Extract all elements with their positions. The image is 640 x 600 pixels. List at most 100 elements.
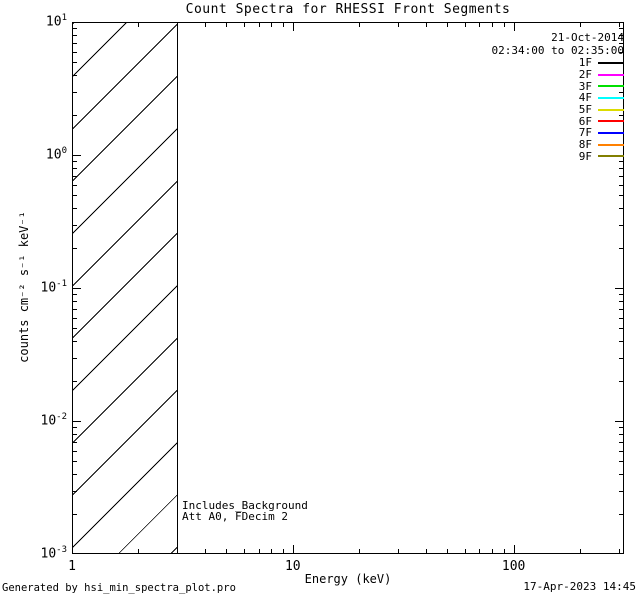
y-minor-tick: [619, 28, 623, 29]
y-minor-tick: [73, 195, 77, 196]
legend-entry-line: [598, 155, 624, 158]
plot-title: Count Spectra for RHESSI Front Segments: [185, 2, 511, 17]
x-minor-tick: [398, 23, 399, 27]
legend-entries: 1F 2F 3F 4F 5F 6F 7F 8F 9F: [492, 56, 624, 163]
legend-entry-line: [598, 96, 624, 99]
y-minor-tick: [73, 474, 77, 475]
plot-timestamp: 17-Apr-2023 14:45: [523, 580, 636, 593]
x-major-tick: [293, 23, 294, 31]
y-minor-tick: [73, 248, 77, 249]
x-minor-tick: [138, 549, 139, 553]
y-minor-tick: [73, 301, 77, 302]
y-minor-tick: [619, 328, 623, 329]
y-tick-label: 10-1: [40, 279, 68, 296]
x-minor-tick: [447, 23, 448, 27]
x-minor-tick: [271, 549, 272, 553]
y-major-tick: [615, 421, 623, 422]
x-minor-tick: [359, 549, 360, 553]
x-minor-tick: [398, 549, 399, 553]
legend-entry: 8F: [492, 138, 624, 151]
x-minor-tick: [492, 549, 493, 553]
legend-entry: 7F: [492, 126, 624, 140]
y-minor-tick: [619, 451, 623, 452]
x-axis-title: Energy (keV): [304, 572, 392, 586]
x-minor-tick: [138, 23, 139, 27]
y-minor-tick: [619, 309, 623, 310]
attenuator-note: Att A0, FDecim 2: [182, 510, 288, 523]
y-minor-tick: [73, 427, 77, 428]
legend-entry-label: 7F: [578, 126, 592, 140]
y-minor-tick: [619, 427, 623, 428]
x-tick-label: 10: [284, 559, 301, 574]
y-minor-tick: [619, 195, 623, 196]
x-minor-tick: [226, 23, 227, 27]
hatched-background-region: [73, 23, 179, 553]
plot-box: [72, 22, 624, 554]
x-minor-tick: [580, 23, 581, 27]
x-minor-tick: [359, 23, 360, 27]
legend-entry-label: 2F: [578, 68, 592, 82]
x-major-tick: [514, 23, 515, 31]
legend-entry-line: [598, 120, 624, 123]
legend-entry: 3F: [492, 79, 624, 93]
legend-entry-label: 6F: [578, 114, 592, 128]
y-minor-tick: [73, 28, 77, 29]
y-tick-label: 100: [45, 146, 67, 163]
y-minor-tick: [73, 381, 77, 382]
x-minor-tick: [283, 23, 284, 27]
legend-entry-line: [598, 73, 624, 76]
background-note: Includes_Background: [182, 499, 308, 512]
y-minor-tick: [619, 491, 623, 492]
legend-entry-label: 1F: [578, 56, 592, 70]
y-minor-tick: [619, 168, 623, 169]
y-minor-tick: [619, 341, 623, 342]
y-minor-tick: [73, 208, 77, 209]
y-minor-tick: [619, 35, 623, 36]
legend-entry: 4F: [492, 91, 624, 104]
y-minor-tick: [73, 92, 77, 93]
y-minor-tick: [73, 358, 77, 359]
legend-entry: 5F: [492, 103, 624, 116]
legend-entry: 2F: [492, 68, 624, 82]
x-minor-tick: [504, 23, 505, 27]
y-minor-tick: [73, 115, 77, 116]
x-major-tick: [514, 545, 515, 553]
y-minor-tick: [619, 225, 623, 226]
legend-date: 21-Oct-2014: [551, 31, 624, 44]
legend-entry-label: 9F: [578, 149, 592, 163]
y-minor-tick: [619, 161, 623, 162]
x-minor-tick: [259, 23, 260, 27]
x-minor-tick: [259, 549, 260, 553]
legend-entry: 1F: [492, 56, 624, 70]
x-major-tick: [293, 545, 294, 553]
y-minor-tick: [73, 52, 77, 53]
legend-entry-label: 3F: [578, 79, 592, 93]
legend-entry: 6F: [492, 114, 624, 128]
y-minor-tick: [73, 514, 77, 515]
y-minor-tick: [619, 318, 623, 319]
y-minor-tick: [619, 434, 623, 435]
x-minor-tick: [271, 23, 272, 27]
y-minor-tick: [619, 442, 623, 443]
y-minor-tick: [619, 43, 623, 44]
y-tick-label: 10-2: [40, 412, 68, 429]
x-minor-tick: [244, 549, 245, 553]
y-minor-tick: [619, 474, 623, 475]
x-minor-tick: [492, 23, 493, 27]
generated-by-note: Generated by hsi_min_spectra_plot.pro: [2, 582, 236, 594]
y-major-tick: [73, 288, 81, 289]
y-minor-tick: [619, 52, 623, 53]
y-minor-tick: [73, 461, 77, 462]
x-minor-tick: [447, 549, 448, 553]
y-minor-tick: [619, 294, 623, 295]
y-major-tick: [615, 288, 623, 289]
y-minor-tick: [73, 62, 77, 63]
y-minor-tick: [73, 168, 77, 169]
y-minor-tick: [619, 248, 623, 249]
y-minor-tick: [619, 115, 623, 116]
y-minor-tick: [619, 176, 623, 177]
x-minor-tick: [177, 549, 178, 553]
y-minor-tick: [73, 328, 77, 329]
x-minor-tick: [244, 23, 245, 27]
x-minor-tick: [177, 23, 178, 27]
